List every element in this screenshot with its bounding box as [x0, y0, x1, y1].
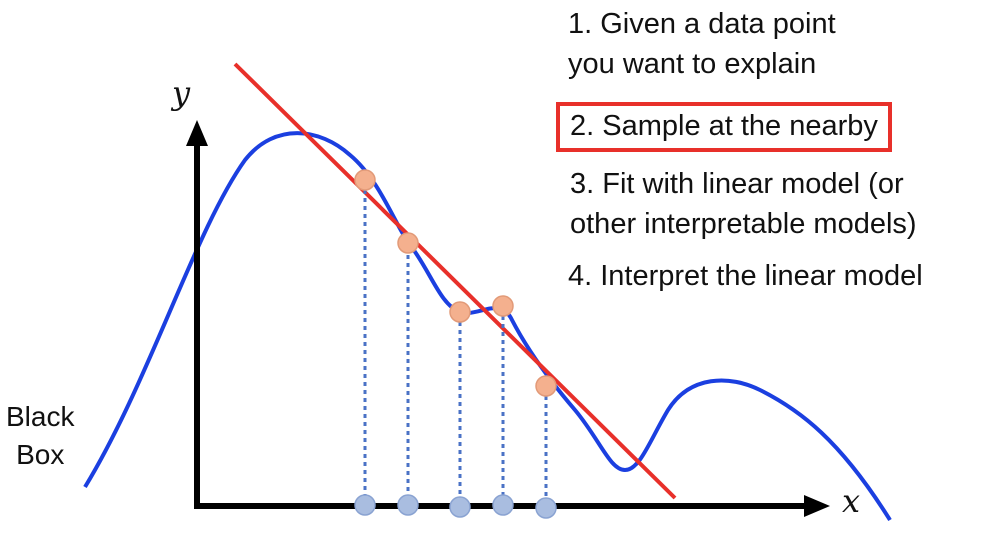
y-arrow-icon	[186, 120, 208, 146]
projected-point	[354, 494, 376, 516]
step-3-line1: 3. Fit with linear model (or	[570, 168, 904, 200]
step-2-highlighted: 2. Sample at the nearby	[556, 102, 892, 152]
sample-point	[492, 295, 514, 317]
projected-points	[354, 494, 557, 519]
step-3-line2: other interpretable models)	[570, 208, 917, 240]
step-3: 3. Fit with linear model (or other inter…	[570, 164, 917, 244]
sample-point	[354, 169, 376, 191]
step-1: 1. Given a data point you want to explai…	[568, 4, 836, 84]
step-1-line1: 1. Given a data point	[568, 8, 836, 40]
y-axis-label: y	[172, 74, 191, 112]
step-1-line2: you want to explain	[568, 48, 817, 80]
black-box-label-line2: Box	[16, 439, 65, 470]
step-4: 4. Interpret the linear model	[568, 256, 923, 296]
x-arrow-icon	[804, 495, 830, 517]
sample-point	[397, 232, 419, 254]
projection-lines	[363, 190, 548, 496]
linear-fit-line	[233, 62, 677, 500]
x-axis-label: x	[842, 482, 861, 520]
projected-point	[492, 494, 514, 516]
projected-point	[535, 497, 557, 519]
projected-point	[397, 494, 419, 516]
sample-point	[535, 375, 557, 397]
black-box-label: Black Box	[6, 398, 74, 474]
sample-points	[354, 169, 557, 397]
black-box-label-line1: Black	[6, 401, 75, 432]
projected-point	[449, 496, 471, 518]
step-4-line1: 4. Interpret the linear model	[568, 260, 923, 292]
step-2-line1: 2. Sample at the nearby	[570, 110, 878, 142]
sample-point	[449, 301, 471, 323]
